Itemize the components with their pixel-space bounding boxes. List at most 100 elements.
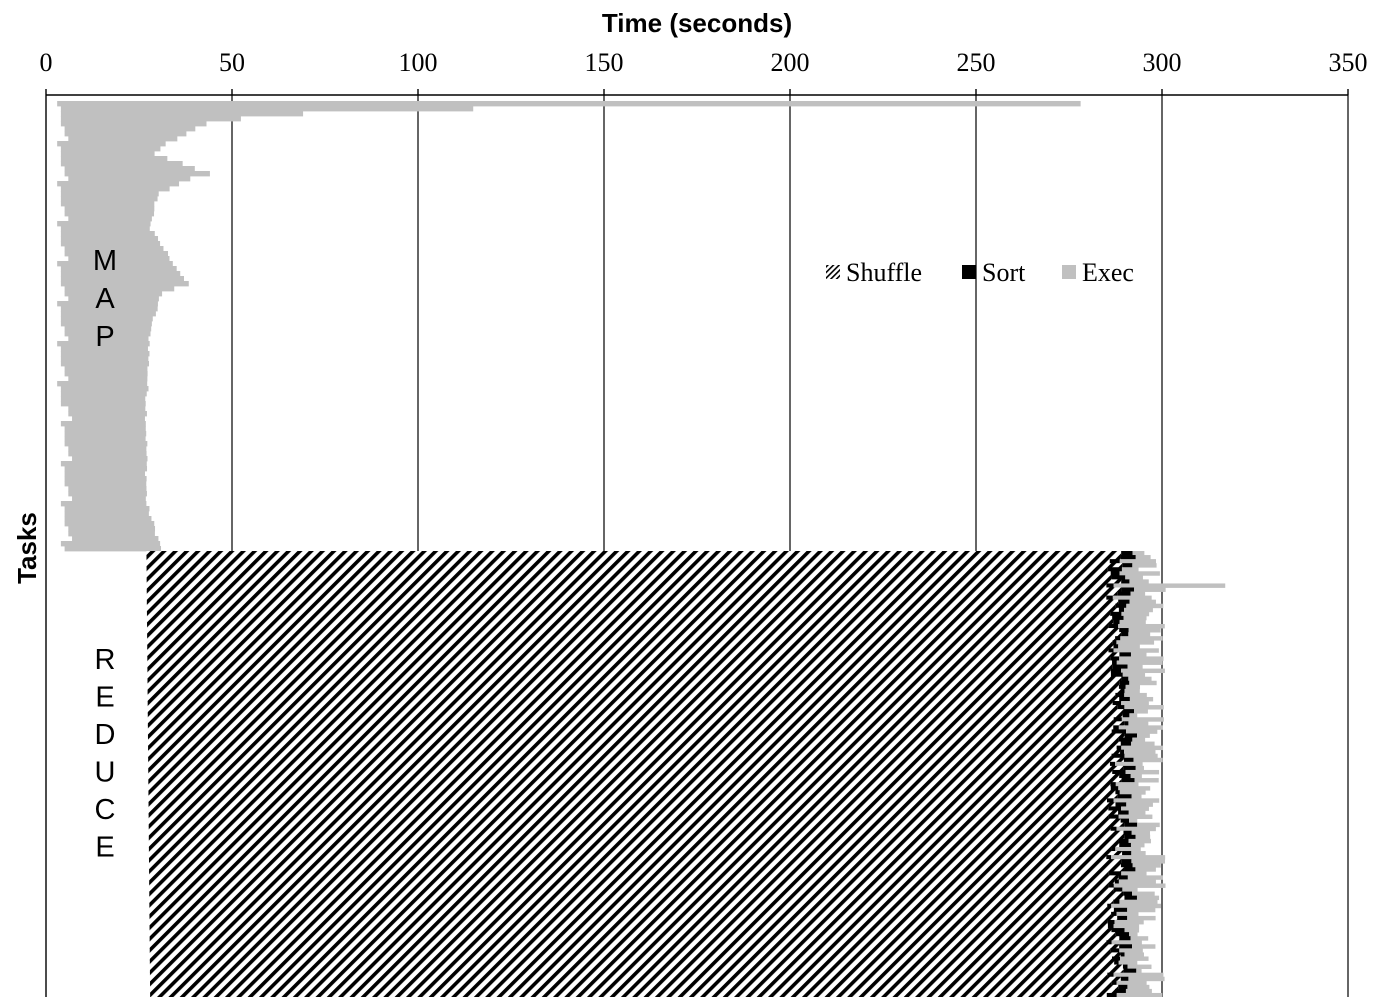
map-exec-bar xyxy=(60,266,177,272)
reduce-sort-bar xyxy=(1108,806,1122,811)
map-exec-bar xyxy=(60,306,158,312)
reduce-exec-bar xyxy=(1121,567,1139,572)
reduce-sort-bar xyxy=(1123,968,1137,974)
task-bars xyxy=(57,101,1226,997)
map-exec-bar xyxy=(64,326,152,332)
reduce-shuffle-bar xyxy=(149,875,1119,880)
reduce-shuffle-bar xyxy=(149,887,1114,892)
reduce-exec-bar xyxy=(1137,822,1160,828)
reduce-exec-bar xyxy=(1132,737,1146,742)
reduce-shuffle-bar xyxy=(146,567,1108,572)
reduce-exec-bar xyxy=(1118,644,1140,649)
reduce-shuffle-bar xyxy=(147,672,1111,678)
reduce-sort-bar xyxy=(1112,640,1117,645)
reduce-sort-bar xyxy=(1120,976,1129,982)
reduce-sort-bar xyxy=(1107,924,1114,929)
map-exec-bar xyxy=(64,471,146,477)
reduce-sort-bar xyxy=(1112,664,1128,669)
reduce-sort-bar xyxy=(1107,919,1115,925)
reduce-shuffle-bar xyxy=(147,619,1114,625)
map-exec-bar xyxy=(60,281,189,287)
map-exec-bar xyxy=(68,446,147,452)
reduce-sort-bar xyxy=(1121,587,1135,592)
x-axis-title: Time (seconds) xyxy=(602,8,792,38)
map-exec-bar xyxy=(60,191,159,197)
map-exec-bar xyxy=(64,166,195,172)
map-exec-bar xyxy=(60,116,241,122)
map-exec-bar xyxy=(68,296,159,302)
reduce-shuffle-bar xyxy=(149,907,1114,913)
reduce-shuffle-bar xyxy=(146,591,1118,596)
reduce-shuffle-bar xyxy=(146,575,1112,580)
reduce-phase-letter: E xyxy=(95,682,114,714)
map-exec-bar xyxy=(64,516,152,522)
reduce-exec-bar xyxy=(1119,559,1156,564)
reduce-shuffle-bar xyxy=(146,579,1122,584)
map-exec-bar xyxy=(60,186,170,192)
map-exec-bar xyxy=(57,341,150,347)
reduce-shuffle-bar xyxy=(147,705,1118,710)
reduce-sort-bar xyxy=(1115,790,1120,795)
reduce-shuffle-bar xyxy=(149,883,1109,888)
map-exec-bar xyxy=(64,506,150,512)
reduce-shuffle-bar xyxy=(148,794,1118,799)
map-exec-bar xyxy=(64,466,148,472)
reduce-shuffle-bar xyxy=(148,814,1109,819)
reduce-shuffle-bar xyxy=(146,555,1121,560)
reduce-exec-bar xyxy=(1132,891,1155,897)
reduce-exec-bar xyxy=(1120,636,1163,641)
map-exec-bar xyxy=(57,181,180,187)
x-tick-label: 50 xyxy=(219,48,245,77)
reduce-shuffle-bar xyxy=(149,964,1123,970)
reduce-exec-bar xyxy=(1129,932,1138,937)
reduce-exec-bar xyxy=(1127,875,1163,880)
reduce-shuffle-bar xyxy=(149,903,1108,909)
legend-label-sort: Sort xyxy=(982,258,1026,287)
reduce-sort-bar xyxy=(1113,619,1120,625)
reduce-sort-bar xyxy=(1123,830,1132,836)
reduce-shuffle-bar xyxy=(149,940,1107,945)
reduce-sort-bar xyxy=(1123,891,1133,897)
map-exec-bar xyxy=(64,291,163,297)
map-exec-bar xyxy=(60,401,146,407)
map-exec-bar xyxy=(60,241,161,247)
map-exec-bar xyxy=(60,271,181,277)
map-exec-bar xyxy=(60,156,168,162)
reduce-shuffle-bar xyxy=(147,640,1113,645)
reduce-shuffle-bar xyxy=(149,915,1118,921)
map-exec-bar xyxy=(60,351,150,357)
reduce-shuffle-bar xyxy=(147,680,1120,686)
reduce-sort-bar xyxy=(1119,774,1131,779)
reduce-exec-bar xyxy=(1111,940,1142,945)
reduce-shuffle-bar xyxy=(147,725,1114,730)
reduce-shuffle-bar xyxy=(146,611,1111,617)
map-exec-bar xyxy=(60,386,149,392)
reduce-exec-bar xyxy=(1127,915,1156,921)
reduce-phase-letter: R xyxy=(95,644,116,676)
reduce-sort-bar xyxy=(1111,729,1127,734)
reduce-shuffle-bar xyxy=(146,559,1110,564)
reduce-sort-bar xyxy=(1110,668,1122,674)
reduce-sort-bar xyxy=(1117,705,1125,710)
reduce-shuffle-bar xyxy=(148,830,1124,836)
reduce-shuffle-bar xyxy=(148,846,1112,852)
reduce-shuffle-bar xyxy=(148,757,1124,763)
reduce-exec-bar xyxy=(1121,745,1164,751)
reduce-sort-bar xyxy=(1124,721,1129,726)
legend: Shuffle Sort Exec xyxy=(826,258,1134,287)
reduce-shuffle-bar xyxy=(146,571,1111,576)
reduce-shuffle-bar xyxy=(147,656,1111,661)
reduce-shuffle-bar xyxy=(149,899,1114,905)
reduce-shuffle-bar xyxy=(149,944,1120,949)
reduce-exec-bar xyxy=(1113,798,1160,803)
reduce-exec-bar xyxy=(1131,741,1155,747)
reduce-shuffle-bar xyxy=(149,976,1121,982)
reduce-sort-bar xyxy=(1120,688,1125,694)
map-exec-bar xyxy=(57,141,166,147)
x-tick-label: 0 xyxy=(40,48,53,77)
reduce-shuffle-bar xyxy=(149,895,1125,901)
reduce-exec-bar xyxy=(1131,794,1142,799)
reduce-shuffle-bar xyxy=(149,928,1112,933)
reduce-shuffle-bar xyxy=(147,648,1109,653)
